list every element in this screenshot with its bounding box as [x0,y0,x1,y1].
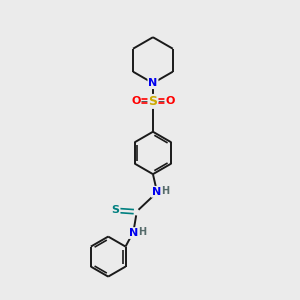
Text: H: H [138,227,146,237]
Text: O: O [165,96,175,106]
Text: N: N [148,78,158,88]
Text: S: S [148,95,158,108]
Text: H: H [161,186,170,196]
Text: S: S [112,206,119,215]
Text: N: N [152,187,161,197]
Text: N: N [129,228,138,238]
Text: O: O [131,96,141,106]
